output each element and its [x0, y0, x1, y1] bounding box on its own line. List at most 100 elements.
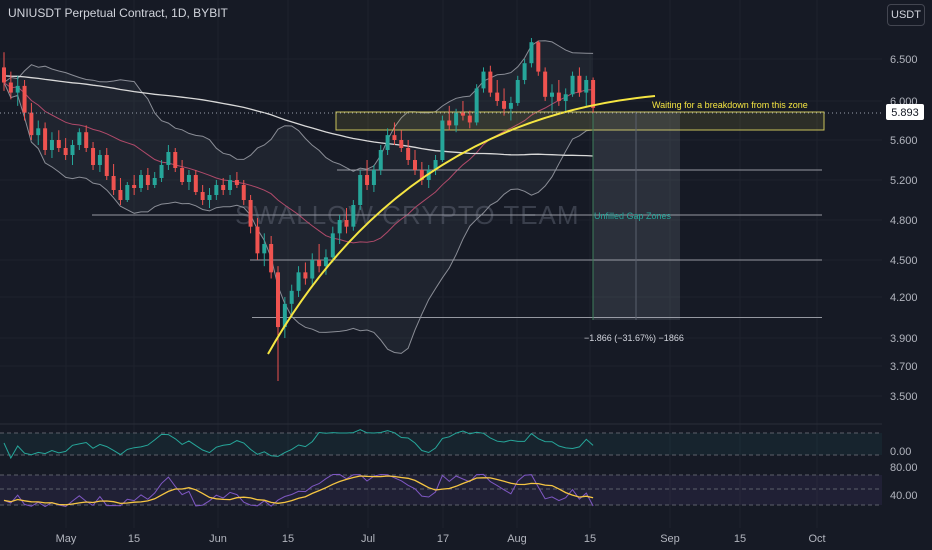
candle-body	[508, 102, 513, 109]
candle-body	[413, 160, 417, 170]
candle-body	[29, 112, 34, 136]
candle-body	[139, 175, 143, 188]
bollinger-fill	[4, 40, 594, 354]
y-tick-label: 4.200	[890, 292, 918, 304]
y-tick-label: 6.500	[890, 54, 918, 66]
candle-body	[543, 71, 548, 97]
candle-body	[125, 185, 130, 200]
candle-body	[234, 180, 239, 185]
bollinger-lower	[3, 82, 594, 354]
measure-label: −1.866 (−31.67%) −1866	[584, 333, 684, 343]
candle-body	[344, 220, 349, 227]
candlestick-series	[2, 38, 596, 381]
bollinger-upper	[3, 40, 594, 172]
resistance-zone	[335, 111, 825, 131]
candle-body	[84, 132, 89, 148]
candle-body	[97, 155, 102, 165]
candle-body	[276, 272, 280, 328]
x-tick-label: 15	[282, 533, 294, 545]
candle-body	[317, 260, 322, 267]
candle-body	[399, 140, 404, 148]
candle-body	[495, 92, 500, 101]
candle-body	[550, 92, 554, 97]
x-tick-label: 15	[584, 533, 596, 545]
candle-body	[474, 88, 479, 123]
y-tick-label: 4.500	[890, 255, 918, 267]
candle-body	[563, 94, 568, 101]
candle-body	[118, 190, 123, 200]
y-tick-label: 3.900	[890, 333, 918, 345]
candle-body	[221, 185, 226, 190]
candle-body	[22, 85, 27, 113]
candle-body	[269, 244, 274, 273]
time-axis[interactable]: May 15 Jun 15 Jul 17 Aug 15 Sep 15 Oct	[56, 533, 826, 545]
candle-body	[378, 150, 383, 170]
x-tick-label: 15	[734, 533, 746, 545]
candle-body	[365, 175, 370, 185]
candle-body	[36, 128, 41, 136]
candle-body	[173, 152, 178, 168]
y-tick-label: 5.200	[890, 175, 918, 187]
candle-body	[104, 155, 109, 176]
candle-body	[385, 135, 390, 150]
candle-body	[371, 170, 376, 185]
candle-body	[556, 92, 561, 101]
candle-body	[255, 226, 260, 254]
trend-curve	[267, 95, 656, 355]
rsi-line	[3, 429, 594, 460]
candle-body	[419, 170, 424, 180]
candle-body	[577, 75, 582, 93]
candle-body	[488, 71, 493, 93]
candle-body	[15, 85, 20, 93]
candle-body	[467, 115, 472, 123]
chart-title: UNIUSDT Perpetual Contract, 1D, BYBIT	[8, 6, 228, 20]
candle-body	[166, 152, 171, 165]
y-tick-label: 4.800	[890, 215, 918, 227]
candle-body	[522, 63, 527, 80]
candle-body	[159, 165, 164, 178]
candle-body	[49, 140, 54, 150]
candle-body	[591, 80, 596, 108]
candle-body	[2, 67, 6, 83]
rsi-band	[0, 433, 882, 455]
x-tick-label: Aug	[507, 533, 527, 545]
candle-body	[152, 178, 157, 185]
candle-body	[228, 180, 233, 190]
x-tick-label: 17	[437, 533, 449, 545]
currency-button[interactable]: USDT	[887, 4, 925, 26]
candle-body	[200, 192, 205, 200]
candle-body	[111, 176, 116, 190]
candle-body	[303, 272, 308, 279]
candle-body	[536, 42, 541, 72]
x-tick-label: Jun	[209, 533, 227, 545]
moving-average-lines	[3, 40, 594, 354]
candle-body	[91, 148, 96, 165]
candle-body	[248, 200, 253, 227]
price-badge: 5.893	[891, 107, 919, 119]
stoch-k-line	[3, 473, 594, 508]
candle-body	[193, 175, 198, 192]
x-tick-label: Oct	[808, 533, 825, 545]
stoch-d-line	[3, 475, 594, 506]
candle-body	[186, 175, 191, 182]
rsi-level-label: 0.00	[890, 446, 911, 458]
candle-body	[447, 120, 452, 126]
x-tick-label: Sep	[660, 533, 680, 545]
stoch-level-label-40: 40.00	[890, 490, 918, 502]
x-tick-label: 15	[128, 533, 140, 545]
candle-body	[358, 175, 363, 205]
price-axis[interactable]: 6.5006.0005.6005.2004.8004.5004.2003.900…	[890, 54, 918, 403]
y-tick-label: 3.700	[890, 361, 918, 373]
candle-body	[132, 185, 137, 188]
candle-body	[392, 135, 397, 140]
candle-body	[529, 42, 534, 64]
candle-body	[460, 112, 465, 116]
candle-body	[145, 175, 150, 185]
candle-body	[502, 101, 507, 109]
candle-body	[351, 205, 356, 227]
candle-body	[63, 148, 68, 155]
candle-body	[77, 132, 82, 145]
candle-body	[406, 148, 411, 160]
x-tick-label: May	[56, 533, 77, 545]
